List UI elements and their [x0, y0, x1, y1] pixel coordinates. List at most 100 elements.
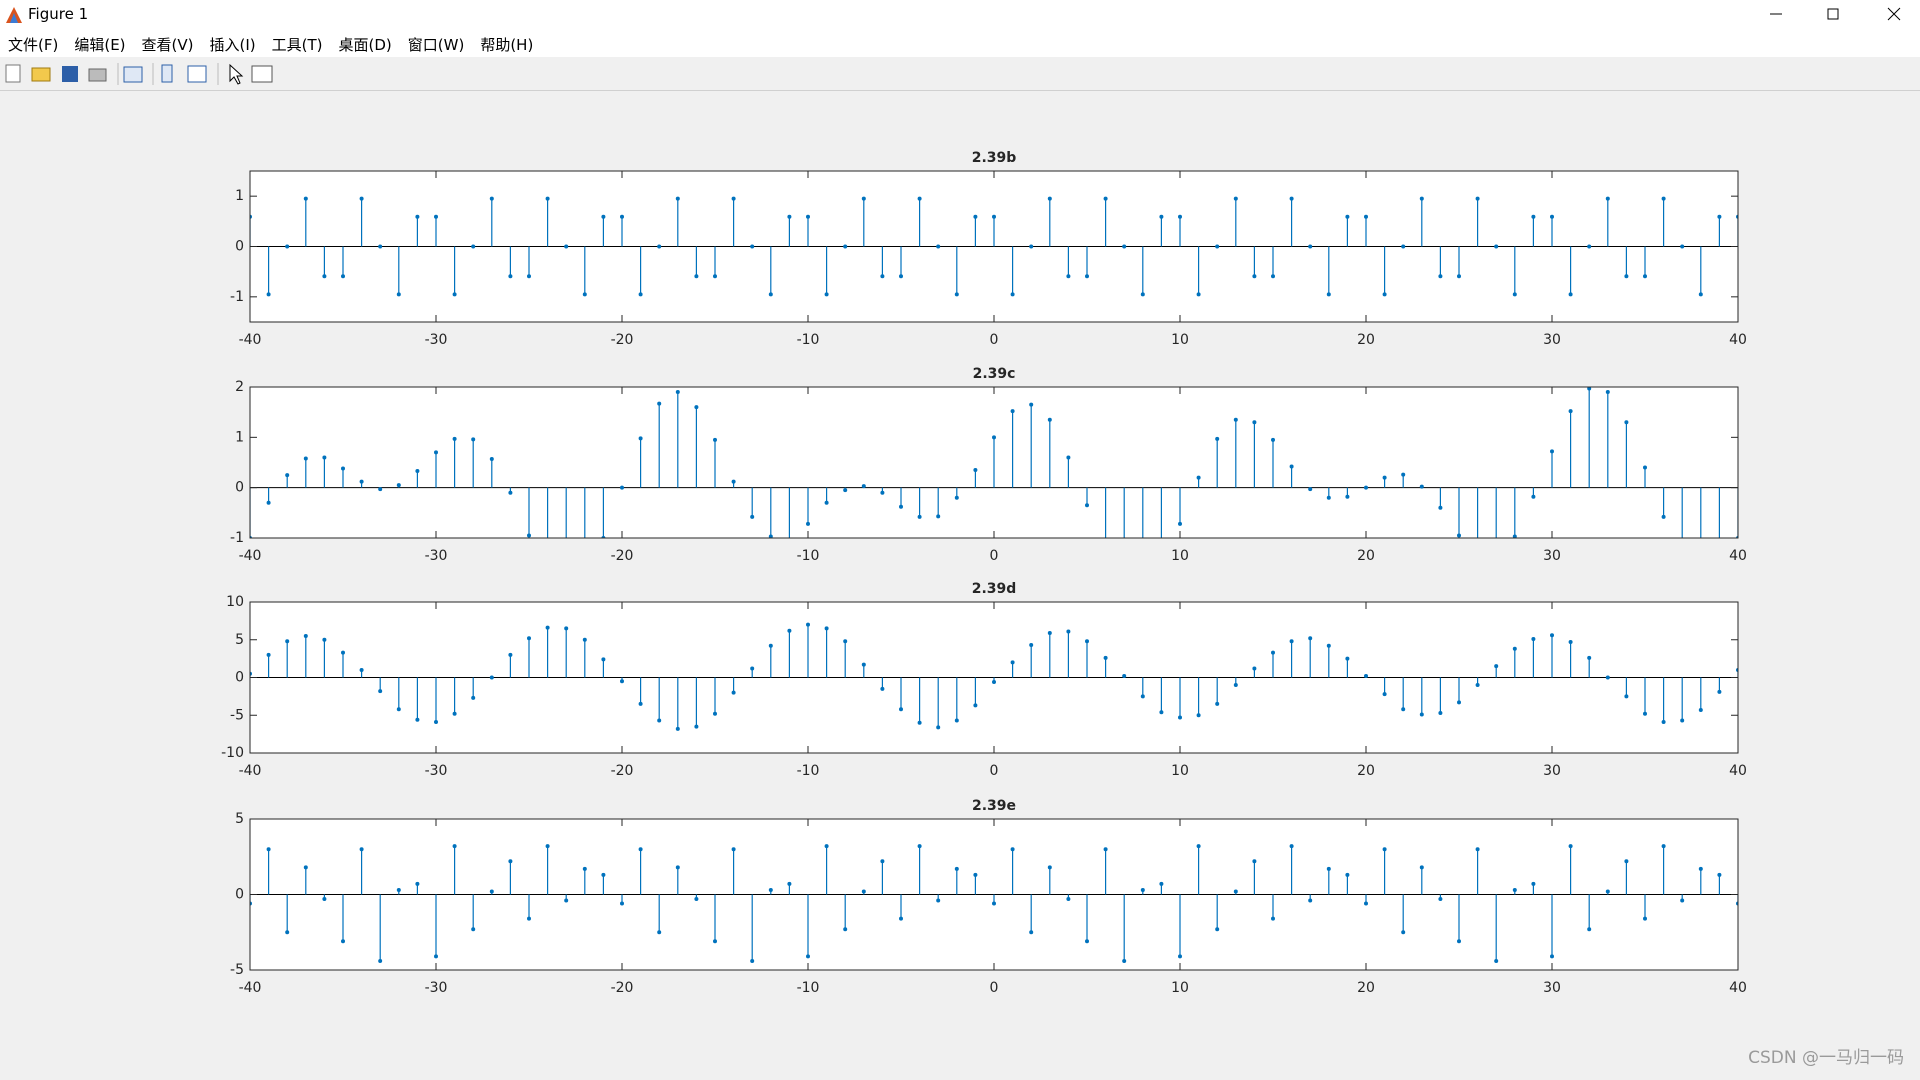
- menu-item[interactable]: 编辑(E): [74, 36, 126, 54]
- stem-marker: [1605, 675, 1610, 680]
- menu-item[interactable]: 帮助(H): [480, 36, 534, 54]
- stem-marker: [415, 469, 420, 474]
- stem-marker: [1643, 465, 1647, 470]
- x-tick-label: -10: [797, 763, 820, 779]
- stem-marker: [378, 487, 383, 492]
- stem-marker: [1457, 700, 1461, 705]
- menu-item[interactable]: 桌面(D): [338, 36, 392, 54]
- stem-marker: [1159, 710, 1164, 715]
- stem-marker: [899, 707, 903, 712]
- stem-marker: [843, 927, 848, 932]
- x-tick-label: 30: [1543, 980, 1561, 996]
- stem-marker: [1215, 927, 1220, 932]
- stem-marker: [1103, 847, 1108, 852]
- stem-marker: [1605, 889, 1610, 894]
- toolbar-icons: [5, 63, 273, 85]
- stem-marker: [1010, 847, 1015, 852]
- stem-marker: [694, 274, 699, 279]
- stem-marker: [1661, 720, 1666, 725]
- stem-marker: [303, 456, 308, 461]
- stem-marker: [1698, 707, 1703, 712]
- stem-marker: [1178, 715, 1182, 720]
- stem-marker: [1233, 196, 1238, 201]
- stem-marker: [452, 711, 457, 716]
- stem-marker: [601, 657, 606, 662]
- stem-marker: [508, 274, 513, 279]
- stem-marker: [545, 844, 550, 849]
- stem-marker: [1419, 712, 1424, 717]
- print-icon[interactable]: [88, 68, 107, 82]
- stem-marker: [1587, 655, 1592, 660]
- stem-marker: [1643, 274, 1647, 279]
- close-button[interactable]: [1887, 7, 1901, 21]
- stem-marker: [1103, 655, 1108, 660]
- stem-marker: [768, 887, 773, 892]
- stem-marker: [508, 652, 513, 657]
- stem-marker: [1587, 927, 1592, 932]
- stem-marker: [322, 637, 327, 642]
- stem-marker: [341, 939, 345, 944]
- stem-marker: [1475, 196, 1480, 201]
- stem-marker: [1104, 546, 1108, 550]
- stem-marker: [266, 500, 271, 505]
- stem-marker: [1680, 718, 1685, 723]
- stem-marker: [1289, 196, 1294, 201]
- axes-box: [249, 818, 1739, 971]
- toolbar: [0, 57, 1920, 91]
- stem-marker: [787, 214, 792, 219]
- stem-marker: [452, 436, 457, 441]
- stem-marker: [341, 466, 345, 471]
- stem-marker: [1512, 292, 1517, 297]
- stem-marker: [638, 436, 643, 441]
- stem-marker: [1289, 639, 1294, 644]
- pointer-icon[interactable]: [229, 63, 244, 85]
- stem-marker: [880, 274, 885, 279]
- link-icon[interactable]: [123, 66, 143, 83]
- y-tick-label: 0: [235, 239, 244, 255]
- stem-marker: [1512, 534, 1517, 538]
- x-tick-label: -30: [425, 763, 448, 779]
- menu-item[interactable]: 工具(T): [271, 36, 323, 54]
- menu-item[interactable]: 插入(I): [209, 36, 256, 54]
- legend-icon[interactable]: [187, 65, 207, 83]
- stem-marker: [954, 495, 959, 500]
- stem-marker: [917, 196, 922, 201]
- colorbar-icon[interactable]: [161, 64, 173, 83]
- stem-marker: [1029, 244, 1034, 249]
- stem-marker: [973, 872, 978, 877]
- x-tick-label: -10: [797, 332, 820, 348]
- stem-marker: [1550, 449, 1554, 454]
- new-icon[interactable]: [5, 64, 21, 83]
- stem-marker: [508, 859, 513, 864]
- x-tick-label: 30: [1543, 548, 1561, 564]
- open-icon[interactable]: [31, 67, 51, 82]
- x-tick-label: -20: [611, 548, 634, 564]
- menu-item[interactable]: 窗口(W): [407, 36, 465, 54]
- stem-marker: [843, 488, 848, 493]
- stem-marker: [1476, 546, 1480, 550]
- stem-marker: [1271, 437, 1275, 442]
- property-icon[interactable]: [251, 65, 273, 83]
- stem-marker: [322, 897, 327, 902]
- stem-marker: [1568, 844, 1573, 849]
- stem-marker: [1196, 844, 1201, 849]
- stem-marker: [824, 500, 829, 505]
- stem-marker: [1308, 244, 1313, 249]
- stem-marker: [843, 244, 848, 249]
- stem-marker: [322, 455, 327, 460]
- stem-marker: [1512, 887, 1517, 892]
- menu-item[interactable]: 文件(F): [8, 36, 59, 54]
- menu-item[interactable]: 查看(V): [141, 36, 194, 54]
- restore-button[interactable]: [1827, 8, 1839, 20]
- stem-marker: [1419, 196, 1424, 201]
- stem-marker: [1345, 872, 1350, 877]
- stem-marker: [1419, 484, 1424, 489]
- stem-marker: [1308, 487, 1313, 492]
- stem-marker: [806, 954, 810, 959]
- save-icon[interactable]: [62, 66, 78, 82]
- stem-marker: [806, 214, 810, 219]
- stem-marker: [434, 954, 438, 959]
- stem-marker: [1159, 214, 1164, 219]
- stem-marker: [489, 456, 494, 461]
- y-tick-label: 5: [235, 811, 244, 827]
